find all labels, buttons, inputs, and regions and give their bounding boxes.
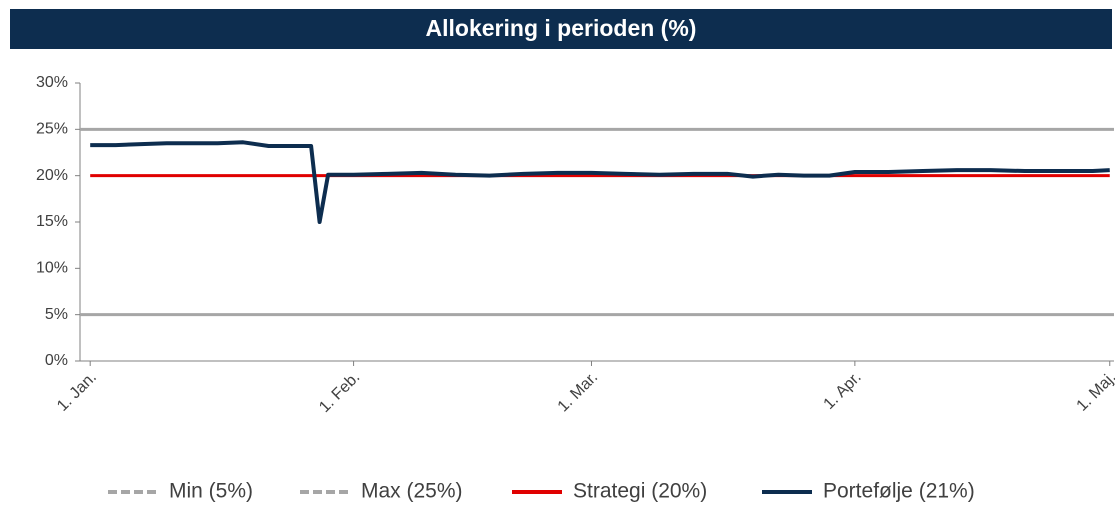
title-bar — [10, 9, 1112, 49]
x-tick-label: 1. Jan. — [54, 369, 100, 415]
y-tick-label: 20% — [36, 167, 68, 184]
y-tick-label: 5% — [45, 306, 68, 323]
y-tick-label: 10% — [36, 260, 68, 277]
series-line — [90, 140, 1110, 224]
legend-label: Max (25%) — [361, 480, 463, 503]
legend-label: Min (5%) — [169, 480, 253, 503]
y-tick-label: 15% — [36, 213, 68, 230]
legend-label: Portefølje (21%) — [823, 480, 975, 503]
y-tick-label: 30% — [36, 74, 68, 91]
x-tick-label: 1. Feb. — [316, 369, 363, 416]
legend-label: Strategi (20%) — [573, 480, 707, 503]
x-tick-label: 1. Maj. — [1074, 369, 1115, 415]
y-tick-label: 25% — [36, 121, 68, 138]
chart-title: Allokering i perioden (%) — [426, 15, 697, 41]
y-tick-label: 0% — [45, 352, 68, 369]
x-tick-label: 1. Apr. — [821, 369, 865, 413]
x-tick-label: 1. Mar. — [555, 369, 602, 416]
